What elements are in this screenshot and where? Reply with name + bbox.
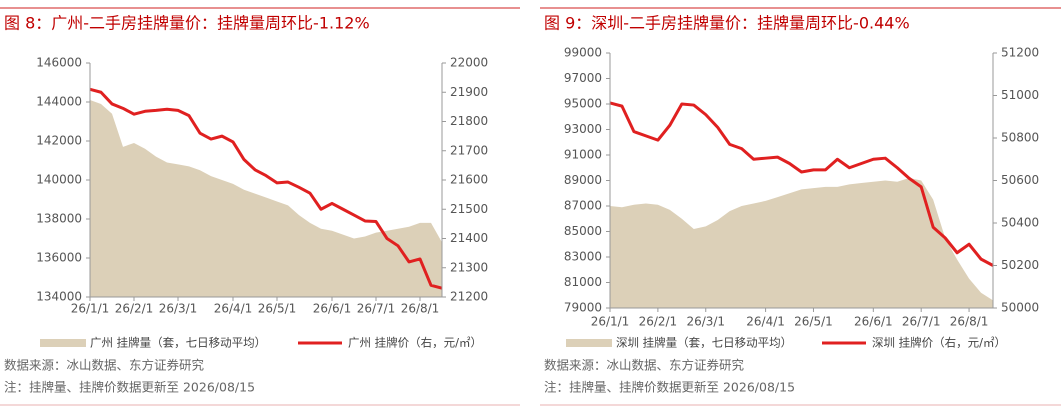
y-tick-label: 87000 <box>564 199 602 213</box>
x-tick-label: 26/8/1 <box>401 302 440 316</box>
y2-tick-label: 21800 <box>450 114 488 128</box>
y2-tick-label: 50800 <box>1001 131 1039 145</box>
x-tick-label: 26/7/1 <box>357 302 396 316</box>
x-tick-label: 26/3/1 <box>159 302 198 316</box>
legend-label: 深圳 挂牌量（套，七日移动平均） <box>616 336 792 350</box>
y-tick-label: 144000 <box>36 95 82 109</box>
x-tick-label: 26/4/1 <box>746 315 785 329</box>
x-tick-label: 26/7/1 <box>902 315 941 329</box>
y2-tick-label: 21900 <box>450 85 488 99</box>
x-tick-label: 26/1/1 <box>71 302 110 316</box>
legend-label: 广州 挂牌价（右，元/㎡） <box>348 336 482 350</box>
y2-tick-label: 21300 <box>450 260 488 274</box>
y-tick-label: 138000 <box>36 212 82 226</box>
y-tick-label: 83000 <box>564 250 602 264</box>
chart-title: 图 9：深圳-二手房挂牌量价：挂牌量周环比-0.44% <box>544 14 910 33</box>
x-tick-label: 26/1/1 <box>591 315 630 329</box>
legend-swatch <box>40 339 86 347</box>
note: 注：挂牌量、挂牌价数据更新至 2026/08/15 <box>544 380 795 395</box>
line <box>609 101 994 267</box>
x-tick-label: 26/5/1 <box>258 302 297 316</box>
y-tick-label: 93000 <box>564 122 602 136</box>
area <box>610 177 993 308</box>
x-tick-label: 26/5/1 <box>794 315 833 329</box>
y2-tick-label: 21700 <box>450 143 488 157</box>
y-tick-label: 134000 <box>36 290 82 304</box>
y2-tick-label: 51000 <box>1001 88 1039 102</box>
y-tick-label: 85000 <box>564 224 602 238</box>
legend-label: 广州 挂牌量（套，七日移动平均） <box>90 336 266 350</box>
x-tick-label: 26/6/1 <box>313 302 352 316</box>
x-tick-label: 26/2/1 <box>639 315 678 329</box>
chart-title: 图 8：广州-二手房挂牌量价：挂牌量周环比-1.12% <box>4 14 370 33</box>
y-tick-label: 136000 <box>36 251 82 265</box>
y2-tick-label: 21500 <box>450 202 488 216</box>
y2-tick-label: 21600 <box>450 173 488 187</box>
y-tick-label: 140000 <box>36 173 82 187</box>
y2-tick-label: 50400 <box>1001 216 1039 230</box>
y2-tick-label: 21200 <box>450 290 488 304</box>
y-tick-label: 89000 <box>564 173 602 187</box>
y2-tick-label: 51200 <box>1001 46 1039 60</box>
y-tick-label: 91000 <box>564 148 602 162</box>
y2-tick-label: 50000 <box>1001 301 1039 315</box>
y-tick-label: 99000 <box>564 46 602 60</box>
source: 数据来源：冰山数据、东方证券研究 <box>544 358 745 373</box>
y-tick-label: 97000 <box>564 71 602 85</box>
source: 数据来源：冰山数据、东方证券研究 <box>4 358 205 373</box>
y-tick-label: 95000 <box>564 97 602 111</box>
y-tick-label: 146000 <box>36 56 82 70</box>
legend-label: 深圳 挂牌价（右，元/㎡） <box>872 336 1006 350</box>
x-tick-label: 26/2/1 <box>115 302 154 316</box>
y-tick-label: 142000 <box>36 134 82 148</box>
y-tick-label: 81000 <box>564 275 602 289</box>
x-tick-label: 26/6/1 <box>854 315 893 329</box>
y2-tick-label: 21400 <box>450 231 488 245</box>
line <box>89 87 443 290</box>
x-tick-label: 26/8/1 <box>950 315 989 329</box>
y2-tick-label: 50600 <box>1001 173 1039 187</box>
y2-tick-label: 50200 <box>1001 258 1039 272</box>
x-tick-label: 26/4/1 <box>214 302 253 316</box>
x-tick-label: 26/3/1 <box>686 315 725 329</box>
note: 注：挂牌量、挂牌价数据更新至 2026/08/15 <box>4 380 255 395</box>
y2-tick-label: 22000 <box>450 56 488 70</box>
y-tick-label: 79000 <box>564 301 602 315</box>
area <box>90 100 442 297</box>
legend-swatch <box>566 339 612 347</box>
